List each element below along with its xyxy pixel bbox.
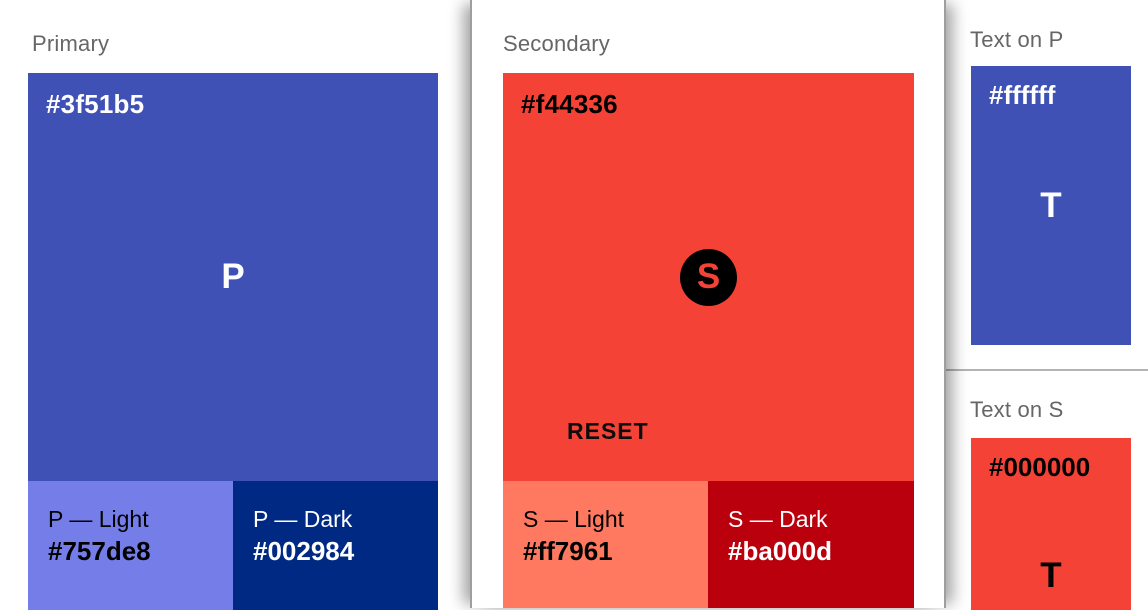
secondary-dark-label: S — Dark <box>728 506 828 532</box>
text-on-secondary-letter: T <box>1040 556 1062 595</box>
text-on-primary-swatch: #ffffff T <box>971 66 1131 345</box>
text-on-primary-card: Text on P #ffffff T <box>946 0 1148 369</box>
primary-light-label: P — Light <box>48 506 149 532</box>
text-on-secondary-label: Text on S <box>970 397 1064 422</box>
primary-main-hex: #3f51b5 <box>46 89 145 119</box>
primary-main-swatch[interactable]: #3f51b5 P <box>28 73 438 481</box>
secondary-letter: S <box>696 257 721 296</box>
secondary-dark-hex: #ba000d <box>728 536 833 566</box>
secondary-light-swatch[interactable]: S — Light #ff7961 <box>503 481 708 608</box>
text-on-primary-letter: T <box>1040 185 1062 225</box>
secondary-light-label: S — Light <box>523 506 624 532</box>
text-on-secondary-card: Text on S #000000 T <box>946 371 1148 610</box>
primary-light-swatch[interactable]: P — Light #757de8 <box>28 481 233 610</box>
primary-palette-card: Primary #3f51b5 P P — Light #757de8 P — … <box>0 0 462 610</box>
primary-dark-swatch[interactable]: P — Dark #002984 <box>233 481 438 610</box>
text-on-secondary-hex: #000000 <box>989 452 1091 482</box>
secondary-palette-card: Secondary #f44336 S RESET S — Light #ff7… <box>470 0 946 608</box>
primary-dark-label: P — Dark <box>253 506 353 532</box>
text-on-primary-hex: #ffffff <box>989 80 1056 110</box>
right-column-divider <box>946 369 1148 371</box>
primary-dark-hex: #002984 <box>253 536 355 566</box>
secondary-dark-swatch[interactable]: S — Dark #ba000d <box>708 481 914 608</box>
primary-letter: P <box>221 257 245 296</box>
primary-light-hex: #757de8 <box>48 536 151 566</box>
secondary-contrast-badge-icon: S <box>680 248 737 306</box>
secondary-main-swatch[interactable]: #f44336 S RESET <box>503 73 914 481</box>
secondary-main-hex: #f44336 <box>521 89 618 119</box>
primary-variants-row: P — Light #757de8 P — Dark #002984 <box>28 481 438 610</box>
secondary-variants-row: S — Light #ff7961 S — Dark #ba000d <box>503 481 914 608</box>
text-on-secondary-swatch: #000000 T <box>971 438 1131 610</box>
secondary-panel-label: Secondary <box>503 31 610 56</box>
reset-button[interactable]: RESET <box>567 418 649 444</box>
primary-panel-label: Primary <box>32 31 110 56</box>
text-on-primary-label: Text on P <box>970 27 1064 52</box>
secondary-light-hex: #ff7961 <box>523 536 613 566</box>
